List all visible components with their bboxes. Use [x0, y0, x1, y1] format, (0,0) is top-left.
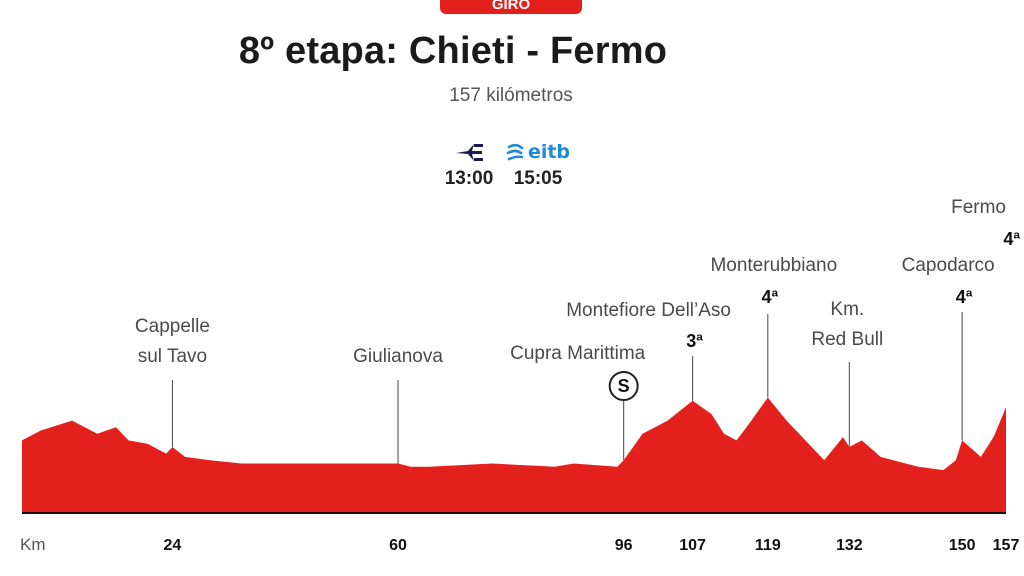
landmark-name: Red Bull: [811, 329, 883, 350]
landmark-name: Cupra Marittima: [510, 343, 646, 364]
climb-category-label: 3ª: [686, 331, 703, 351]
eitb-logo-icon: eitb: [498, 138, 578, 166]
landmark-name: Km.: [830, 299, 864, 320]
x-tick-label: 107: [679, 537, 706, 554]
eitb-logo-text: eitb: [527, 141, 571, 163]
landmark-name: Monterubbiano: [710, 255, 837, 276]
x-tick-label: 60: [389, 537, 407, 554]
x-axis-unit-label: Km: [20, 535, 46, 554]
sprint-marker-circle: [608, 371, 639, 401]
x-tick-label: 24: [164, 537, 182, 554]
sprint-marker-label: S: [618, 376, 630, 396]
landmark-name: Giulianova: [353, 346, 443, 367]
broadcaster-eurosport: 13:00: [429, 138, 509, 190]
stage-distance: 157 kilómetros: [449, 85, 573, 106]
x-tick-label: 96: [615, 537, 633, 554]
x-tick-label: 157: [993, 537, 1020, 554]
climb-category-label: 4ª: [761, 287, 778, 307]
eurosport-logo-icon: [429, 138, 509, 166]
climb-category-label: 4ª: [1003, 229, 1020, 249]
race-badge: GIRO: [440, 0, 582, 14]
landmark-name: sul Tavo: [138, 346, 207, 367]
x-tick-label: 132: [836, 537, 863, 554]
climb-category-label: 4ª: [956, 287, 973, 307]
broadcast-time-eurosport: 13:00: [444, 168, 494, 189]
x-tick-label: 150: [949, 537, 976, 554]
elevation-profile-area: [22, 397, 1006, 513]
landmark-name: Capodarco: [902, 255, 995, 276]
broadcaster-eitb: eitb 15:05: [498, 138, 578, 190]
broadcast-time-eitb: 15:05: [513, 168, 563, 189]
landmark-name: Cappelle: [135, 316, 210, 337]
landmark-name: Fermo: [951, 197, 1006, 218]
x-tick-label: 119: [755, 537, 781, 554]
landmark-name: Montefiore Dell’Aso: [566, 300, 731, 321]
stage-title: 8º etapa: Chieti - Fermo: [238, 30, 668, 72]
